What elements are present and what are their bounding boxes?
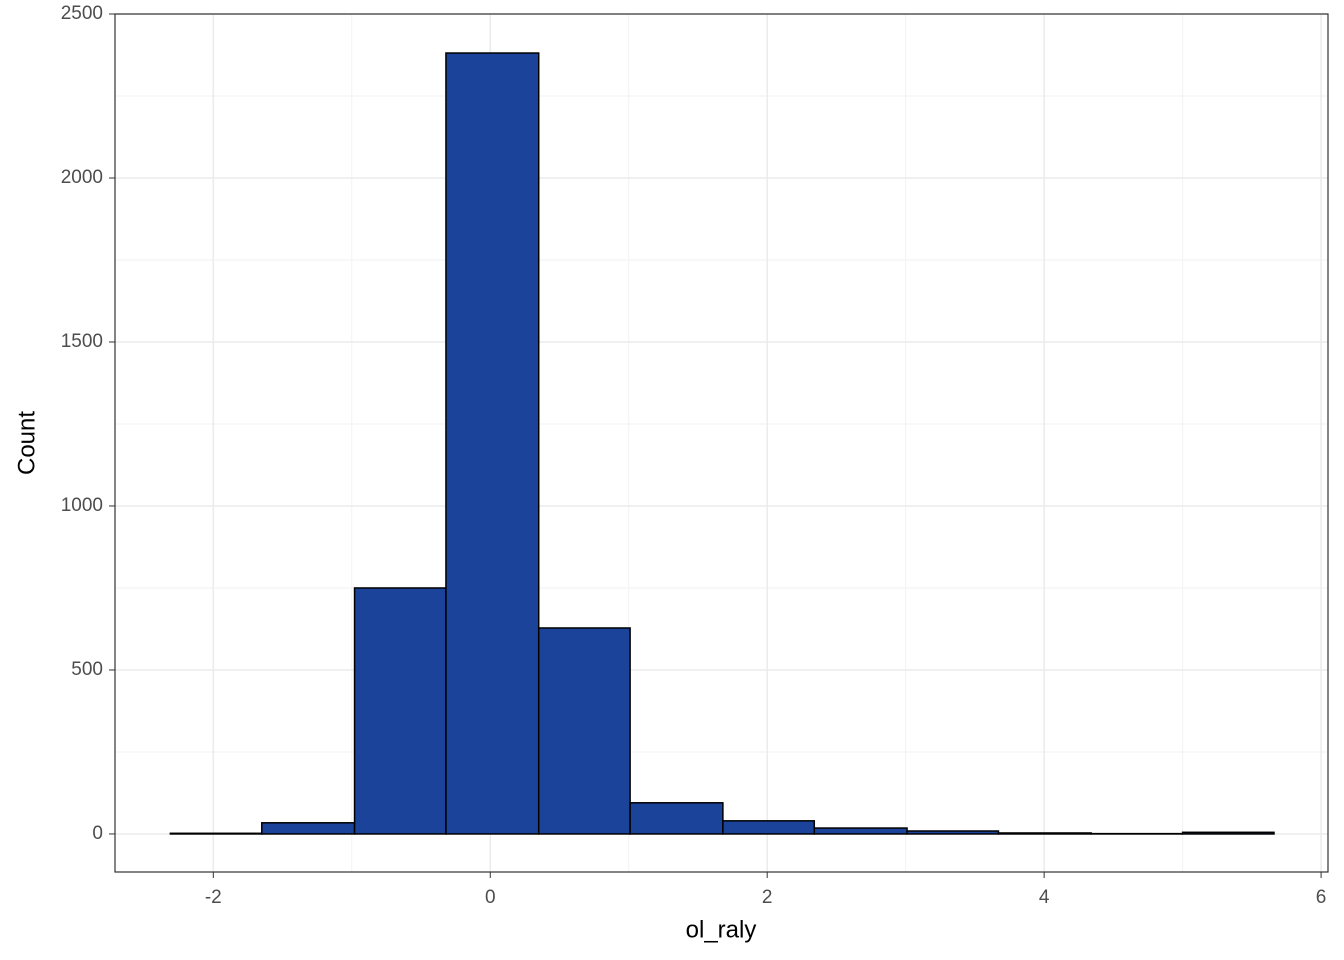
y-tick-label: 1500 xyxy=(61,331,103,352)
bar xyxy=(537,627,631,835)
y-tick-label: 2000 xyxy=(61,167,103,188)
x-tick-label: -2 xyxy=(205,887,222,908)
x-tick-label: 4 xyxy=(1039,887,1050,908)
bar xyxy=(722,820,816,835)
bar xyxy=(1181,831,1275,835)
bar xyxy=(906,830,1000,835)
panel-border xyxy=(114,13,1329,873)
y-tick-label: 2500 xyxy=(61,3,103,24)
bar xyxy=(169,832,263,835)
bar xyxy=(997,832,1092,835)
y-tick-label: 0 xyxy=(92,823,103,844)
y-tick-label: 1000 xyxy=(61,495,103,516)
bar xyxy=(629,802,724,835)
y-axis-title: Count xyxy=(13,411,40,475)
x-tick-label: 6 xyxy=(1316,887,1327,908)
bar xyxy=(353,587,447,835)
bar xyxy=(813,827,908,835)
bar xyxy=(261,822,356,835)
x-axis-title: ol_raly xyxy=(686,916,757,943)
x-tick-label: 0 xyxy=(485,887,496,908)
y-tick-label: 500 xyxy=(71,659,103,680)
x-tick-label: 2 xyxy=(762,887,773,908)
bar xyxy=(445,52,540,835)
